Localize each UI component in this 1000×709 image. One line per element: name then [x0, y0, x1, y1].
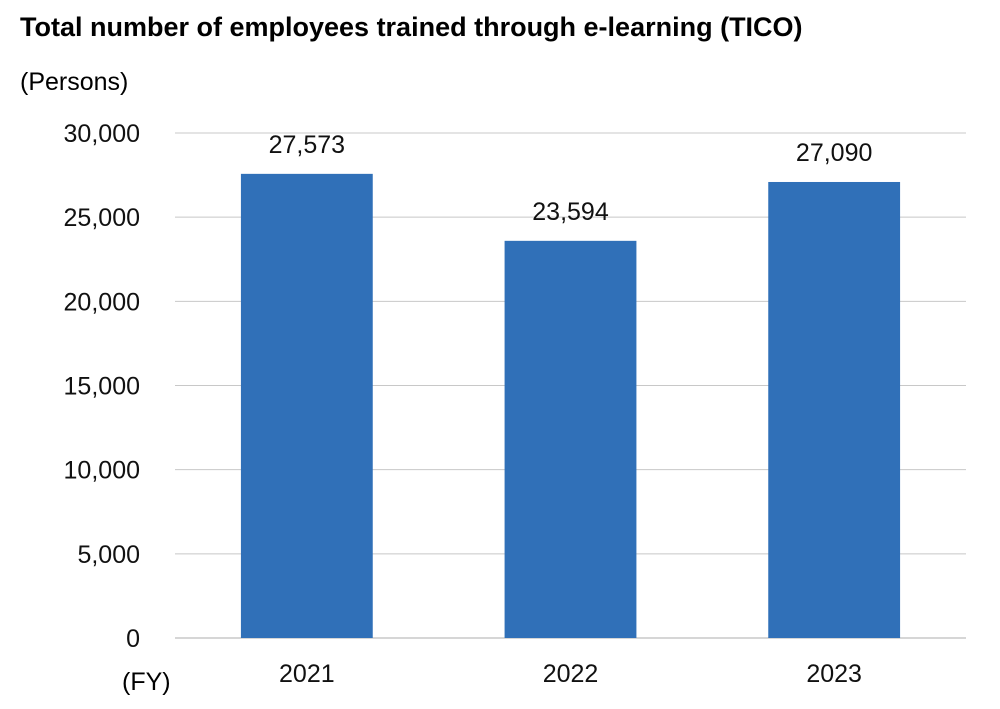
data-label: 23,594: [532, 198, 609, 226]
x-axis-unit-label: (FY): [122, 668, 171, 696]
bar: [240, 173, 373, 639]
y-tick-label: 0: [126, 625, 140, 653]
x-tick-label: 2022: [543, 660, 599, 688]
y-axis-ticks: 0 5,000 10,000 15,000 20,000 25,000 30,000: [64, 120, 140, 653]
bar: [768, 181, 901, 639]
y-tick-label: 25,000: [64, 204, 140, 232]
data-label: 27,573: [269, 131, 345, 159]
bar: [504, 240, 637, 638]
y-tick-label: 30,000: [64, 120, 140, 148]
y-axis-unit-label: (Persons): [20, 68, 128, 96]
y-tick-label: 10,000: [64, 457, 140, 485]
data-labels: 27,573 23,594 27,090: [269, 131, 873, 226]
data-label: 27,090: [796, 139, 872, 167]
y-tick-label: 15,000: [64, 373, 140, 401]
y-tick-label: 20,000: [64, 288, 140, 316]
y-tick-label: 5,000: [77, 541, 140, 569]
chart-title: Total number of employees trained throug…: [20, 12, 803, 42]
x-tick-label: 2021: [279, 660, 335, 688]
x-axis-ticks: 2021 2022 2023: [279, 660, 862, 688]
bars: [240, 173, 901, 639]
x-tick-label: 2023: [806, 660, 862, 688]
